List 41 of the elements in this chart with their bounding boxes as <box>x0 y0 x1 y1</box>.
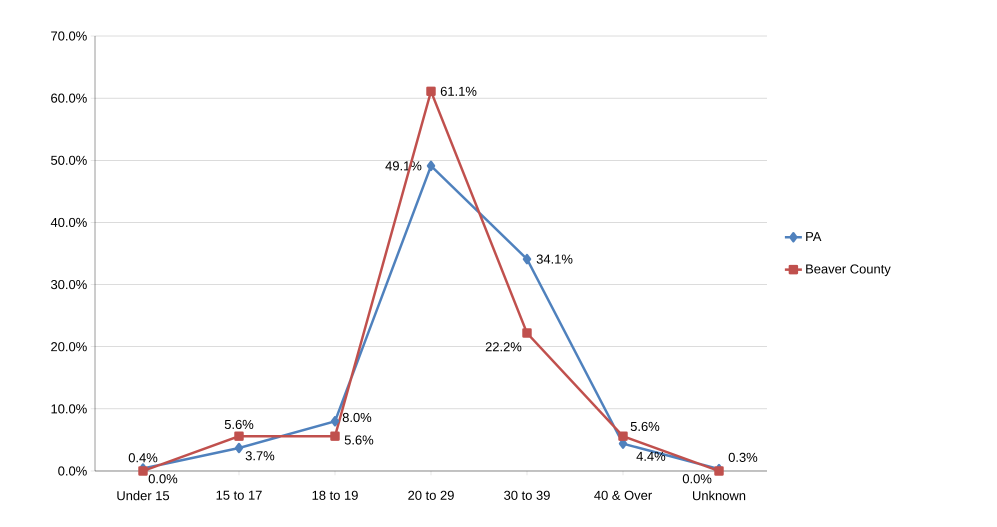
data-label: 0.4% <box>128 453 158 462</box>
y-tick-label: 60.0% <box>51 94 87 103</box>
point <box>426 86 436 96</box>
x-tick-label: 15 to 17 <box>216 490 262 500</box>
data-label: 0.0% <box>682 474 712 484</box>
x-tick-label: 20 to 29 <box>408 490 454 500</box>
x-tick-label: 40 & Over <box>594 490 652 500</box>
point <box>234 442 244 454</box>
y-tick-label: 0.0% <box>58 466 87 476</box>
point <box>522 328 532 338</box>
y-tick-label: 20.0% <box>51 342 87 352</box>
point <box>426 160 436 172</box>
data-label: 8.0% <box>342 412 372 422</box>
y-tick-label: 30.0% <box>51 280 87 290</box>
data-label: 5.6% <box>344 435 374 445</box>
legend-label: Beaver County <box>806 264 891 276</box>
x-tick-label: 30 to 39 <box>504 490 550 500</box>
y-tick-label: 70.0% <box>51 31 87 41</box>
x-tick-label: Unknown <box>693 490 746 500</box>
y-tick-label: 40.0% <box>50 218 87 228</box>
data-label: 5.6% <box>224 420 254 430</box>
data-label: 5.6% <box>630 422 660 432</box>
y-tick-label: 10.0% <box>51 404 87 414</box>
y-tick-label: 50.0% <box>51 156 87 165</box>
data-label: 3.7% <box>246 451 274 460</box>
point <box>234 431 244 441</box>
point <box>330 431 340 441</box>
x-tick-label: 18 to 19 <box>312 490 358 500</box>
point <box>618 431 628 441</box>
data-label: 0.0% <box>148 474 178 484</box>
point <box>522 254 532 264</box>
data-label: 34.1% <box>536 254 572 264</box>
data-label: 22.2% <box>486 342 522 352</box>
data-label: 0.3% <box>728 452 758 462</box>
point <box>714 466 724 476</box>
point <box>138 466 148 476</box>
x-tick-label: Under 15 <box>117 490 170 500</box>
data-label: 61.1% <box>440 86 476 96</box>
point <box>330 416 340 427</box>
data-label: 4.4% <box>636 452 666 461</box>
legend-label: PA <box>806 232 822 241</box>
